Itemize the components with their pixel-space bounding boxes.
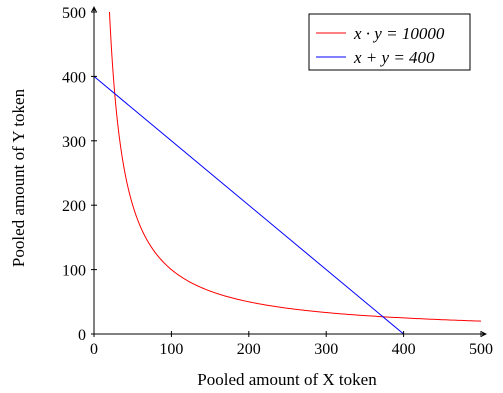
x-tick-label: 100 [159,341,183,358]
legend-box [308,13,471,71]
x-axis-label: Pooled amount of X token [197,370,377,389]
y-tick-label: 100 [62,263,86,280]
y-axis-arrow [91,6,97,12]
y-tick-label: 200 [62,198,86,215]
y-tick-label: 500 [62,5,86,22]
y-tick-label: 300 [62,134,86,151]
legend-entry-hyperbola: x · y = 10000 [353,24,445,43]
y-tick-label: 0 [78,327,86,344]
x-tick-label: 0 [90,341,98,358]
legend-entry-line: x + y = 400 [353,48,435,67]
ticks: 0 100 200 300 400 500 0 100 200 300 400 500 [62,5,493,358]
y-tick-label: 400 [62,69,86,86]
x-tick-label: 200 [237,341,261,358]
legend: x · y = 10000 x + y = 400 [308,13,471,71]
series-line-hyperbola [108,12,482,322]
x-tick-label: 500 [469,341,493,358]
x-tick-label: 400 [392,341,416,358]
y-axis-label: Pooled amount of Y token [9,88,28,267]
x-tick-label: 300 [314,341,338,358]
series-line-linear [93,76,404,335]
plot-area [93,12,482,335]
x-axis-arrow [481,331,487,337]
